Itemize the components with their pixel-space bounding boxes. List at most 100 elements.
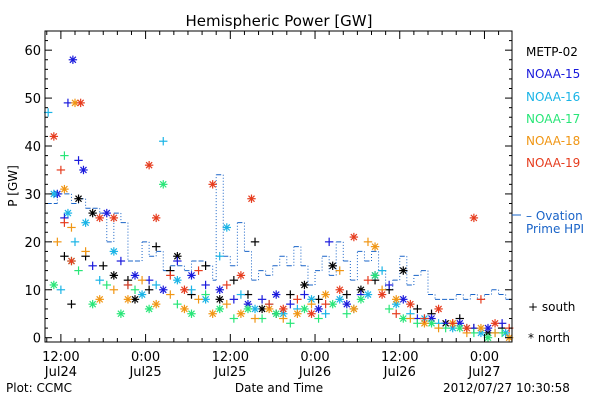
mark-stroke [96, 214, 104, 222]
mark-stroke [237, 271, 245, 279]
mark-stroke [329, 300, 337, 308]
point-noaa-19-north [236, 271, 246, 280]
point-noaa-16-north [81, 218, 90, 227]
point-noaa-15-south [384, 280, 394, 290]
x-tick-date: Jul26 [383, 365, 416, 380]
point-noaa-18-north [151, 299, 161, 309]
x-axis-label: Date and Time [235, 381, 323, 395]
mark-stroke [131, 271, 139, 279]
mark-stroke [138, 291, 146, 299]
point-noaa-19-north [247, 194, 256, 203]
point-noaa-19-north [469, 213, 479, 223]
point-noaa-18-south [194, 295, 203, 304]
chart-title: Hemispheric Power [GW] [186, 12, 373, 30]
point-noaa-19-north [180, 285, 189, 294]
point-metp-02-south [151, 242, 161, 251]
mark-stroke [180, 305, 188, 313]
mark-stroke [89, 209, 97, 217]
point-noaa-17-north [187, 309, 196, 318]
point-noaa-19-south [321, 299, 330, 309]
point-noaa-19-north [490, 319, 500, 328]
point-noaa-17-south [314, 314, 323, 323]
point-noaa-19-north [49, 132, 59, 141]
mark-stroke [159, 180, 167, 188]
mark-stroke [68, 257, 75, 265]
point-noaa-19-north [279, 304, 288, 314]
mark-stroke [110, 271, 118, 279]
point-noaa-17-south [413, 319, 422, 328]
point-noaa-15-north [399, 295, 408, 304]
point-noaa-15-south [116, 256, 126, 266]
point-noaa-17-north [427, 319, 436, 328]
mark-stroke [399, 267, 407, 275]
mark-stroke [399, 315, 407, 322]
mark-stroke [371, 271, 379, 279]
point-noaa-18-south [67, 223, 76, 232]
point-noaa-18-north [321, 290, 330, 299]
plot-credit: Plot: CCMC [6, 381, 72, 395]
point-noaa-17-south [342, 309, 352, 318]
point-noaa-15-south [257, 295, 267, 304]
x-axis: 12:00Jul240:00Jul2512:00Jul250:00Jul2612… [42, 31, 501, 380]
point-metp-02-north [130, 295, 140, 304]
point-noaa-17-north [159, 180, 168, 189]
point-noaa-19-south [392, 309, 401, 318]
mark-stroke [202, 295, 210, 303]
point-noaa-18-north [95, 295, 104, 304]
point-noaa-15-north [215, 285, 224, 294]
point-noaa-17-north [370, 271, 380, 280]
point-noaa-19-north [208, 180, 217, 189]
mark-stroke [272, 291, 280, 299]
point-noaa-19-south [448, 319, 457, 328]
mark-stroke [350, 305, 358, 313]
mark-stroke [237, 310, 245, 318]
mark-stroke [371, 243, 379, 251]
mark-stroke [463, 324, 471, 332]
mark-stroke [244, 305, 252, 313]
point-noaa-17-north [399, 314, 408, 323]
mark-stroke [484, 324, 492, 332]
mark-stroke [110, 247, 118, 255]
mark-stroke [216, 305, 224, 313]
point-noaa-19-south [222, 280, 231, 290]
mark-stroke [364, 291, 372, 299]
mark-stroke [308, 310, 315, 318]
point-noaa-18-south [53, 237, 62, 247]
point-noaa-15-south [74, 156, 83, 165]
point-noaa-16-north [109, 247, 119, 256]
y-axis: 0 10 20 30 40 50 60 [24, 40, 512, 347]
point-noaa-17-north [144, 304, 154, 314]
point-noaa-19-north [462, 323, 472, 333]
mark-stroke [300, 305, 308, 313]
point-noaa-17-north [272, 309, 281, 318]
y-tick-label: 10 [24, 284, 41, 299]
point-noaa-16-south [321, 309, 330, 318]
legend-item-noaa-16: NOAA-16 [526, 90, 580, 104]
mark-stroke [279, 305, 287, 313]
point-metp-02-north [109, 271, 119, 280]
mark-stroke [69, 56, 77, 64]
point-noaa-16-south [151, 280, 161, 290]
point-noaa-18-south [490, 328, 500, 338]
mark-stroke [152, 300, 160, 308]
point-noaa-19-north [349, 232, 359, 242]
mark-stroke [188, 310, 195, 318]
mark-stroke [60, 185, 68, 193]
point-noaa-17-north [455, 323, 464, 333]
point-noaa-19-north [151, 213, 161, 223]
point-noaa-19-north [377, 290, 387, 299]
point-noaa-17-south [130, 285, 140, 294]
point-noaa-17-south [173, 299, 182, 309]
point-noaa-16-south [70, 237, 80, 247]
point-noaa-18-north [349, 304, 359, 314]
point-noaa-16-north [250, 304, 260, 314]
point-noaa-15-south [63, 98, 73, 108]
mark-stroke [50, 281, 58, 289]
y-tick-label: 40 [24, 140, 41, 155]
legend-item-noaa-17: NOAA-17 [526, 112, 580, 126]
y-tick-label: 20 [24, 236, 41, 251]
point-noaa-17-north [483, 333, 493, 342]
point-noaa-19-north [95, 213, 104, 223]
mark-stroke [357, 295, 365, 303]
mark-stroke [103, 209, 111, 217]
